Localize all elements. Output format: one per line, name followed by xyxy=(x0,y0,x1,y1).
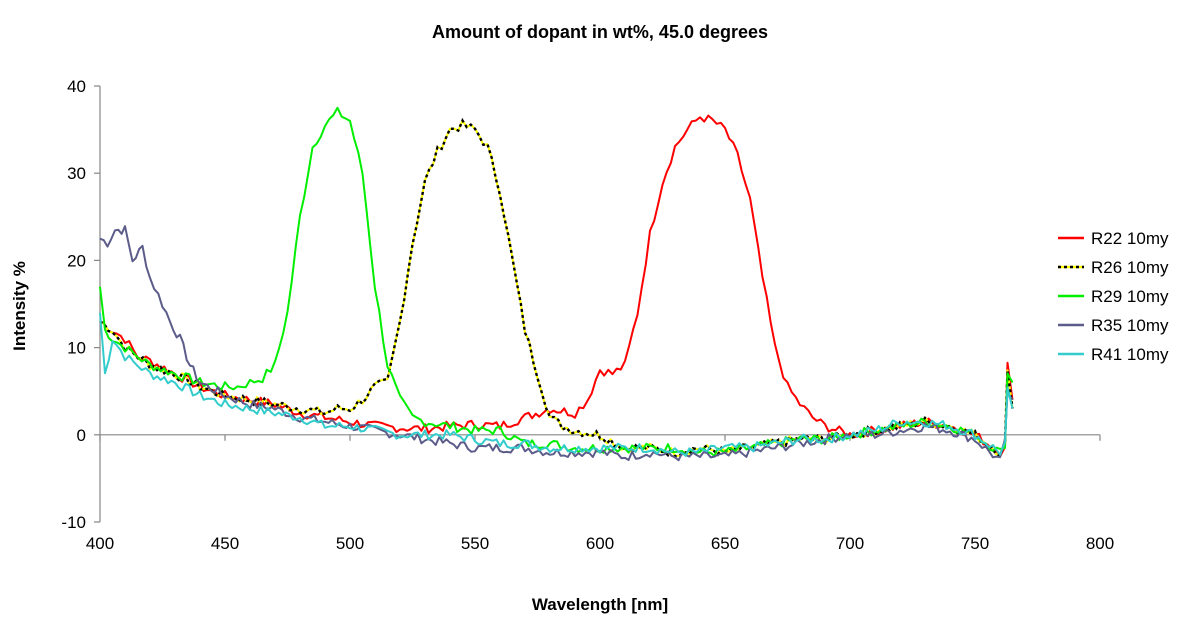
series-line-3 xyxy=(99,106,1014,457)
x-axis-label: Wavelength [nm] xyxy=(532,595,668,614)
y-tick-label: 30 xyxy=(67,164,86,183)
legend-label: R29 10my xyxy=(1091,287,1169,306)
x-tick-label: 400 xyxy=(86,534,114,553)
plot-area: -10 0 10 20 30 40 400 450 500 550 600 650 700 750 800 xyxy=(61,77,1114,553)
legend-label: R22 10my xyxy=(1091,229,1169,248)
x-tick-label: 600 xyxy=(586,534,614,553)
x-tick-label: 450 xyxy=(211,534,239,553)
y-tick-label: 10 xyxy=(67,339,86,358)
y-axis-label: Intensity % xyxy=(10,261,29,351)
legend: R22 10my R26 10my R29 10my R35 10my R41 10my xyxy=(1058,229,1169,364)
y-tick-label: 40 xyxy=(67,77,86,96)
legend-label: R35 10my xyxy=(1091,316,1169,335)
y-tick-label: -10 xyxy=(61,513,86,532)
x-tick-label: 500 xyxy=(336,534,364,553)
y-tick-label: 0 xyxy=(77,426,86,445)
series-line-dash-2 xyxy=(99,117,1014,458)
x-tick-label: 650 xyxy=(711,534,739,553)
x-tick-label: 750 xyxy=(961,534,989,553)
legend-label: R26 10my xyxy=(1091,258,1169,277)
series-line-4 xyxy=(99,225,1014,462)
x-tick-label: 550 xyxy=(461,534,489,553)
chart-title: Amount of dopant in wt%, 45.0 degrees xyxy=(432,22,768,42)
x-tick-label: 800 xyxy=(1086,534,1114,553)
legend-label: R41 10my xyxy=(1091,345,1169,364)
x-tick-label: 700 xyxy=(836,534,864,553)
series-line-5 xyxy=(99,312,1014,457)
y-tick-label: 20 xyxy=(67,251,86,270)
